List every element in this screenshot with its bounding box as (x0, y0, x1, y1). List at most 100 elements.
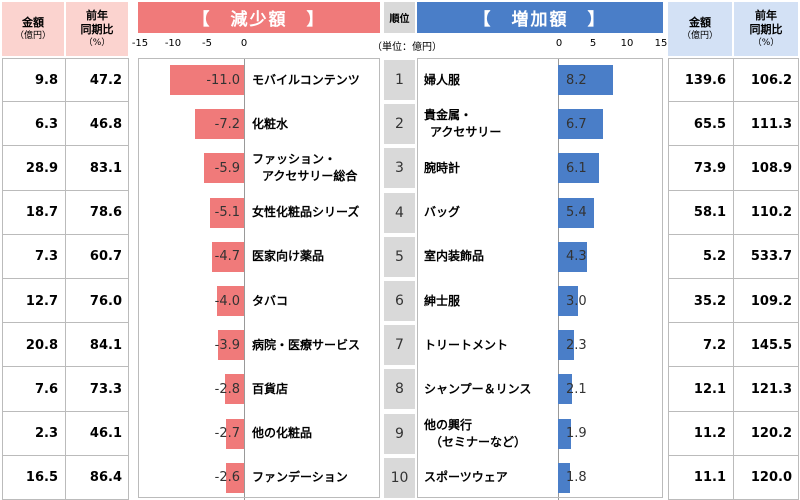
decrease-category-label: ファッション・ アクセサリー総合 (252, 146, 380, 190)
right-amount-cell: 12.1 (693, 381, 726, 397)
left-amount-cell: 18.7 (25, 205, 58, 221)
increase-category-text: 室内装飾品 (424, 248, 484, 265)
increase-category-line: バッグ (424, 205, 461, 220)
increase-value-label: 3.0 (566, 293, 587, 309)
left-tick-15: -15 (131, 38, 149, 49)
rank-cell: 6 (384, 281, 415, 321)
rank-cell: 1 (384, 60, 415, 100)
decrease-category-text: 百貨店 (252, 381, 288, 398)
left-amount-cell: 6.3 (34, 116, 58, 132)
decrease-category-line: 医家向け薬品 (252, 249, 325, 264)
decrease-category-line: 百貨店 (252, 381, 289, 396)
left-yoy-cell: 76.0 (89, 293, 122, 309)
increase-bar (558, 330, 574, 361)
increase-value-label: 2.3 (566, 337, 587, 353)
right-tick-15: 15 (654, 38, 668, 49)
left-yoy-cell: 46.8 (89, 116, 122, 132)
right-amount-cell: 65.5 (693, 116, 726, 132)
increase-category-label: 紳士服 (424, 279, 556, 323)
increase-bar (558, 65, 614, 95)
right-amount-cell: 7.2 (702, 337, 726, 353)
decrease-category-text: 病院・医療サービス (252, 337, 360, 354)
increase-category-label: スポーツウェア (424, 456, 556, 500)
decrease-category-label: 他の化粧品 (252, 412, 380, 456)
decrease-category-label: モバイルコンテンツ (252, 58, 380, 102)
decrease-category-line: ファッション・ (252, 152, 337, 167)
increase-category-text: 貴金属・アクセサリー (424, 107, 501, 141)
increase-category-line: アクセサリー (430, 125, 502, 140)
increase-category-line: （セミナーなど） (430, 434, 527, 449)
increase-category-line: 室内装飾品 (424, 249, 485, 264)
unit-label: （単位：億円） (372, 42, 442, 53)
increase-category-label: トリートメント (424, 323, 556, 367)
decrease-category-label: 百貨店 (252, 367, 380, 411)
decrease-bar (226, 462, 244, 493)
increase-value-label: 8.2 (566, 72, 587, 88)
increase-bar (558, 374, 573, 405)
increase-bar (558, 286, 579, 316)
decrease-category-line: 化粧水 (252, 116, 289, 131)
decrease-category-line: タバコ (252, 293, 289, 308)
increase-category-line: スポーツウェア (424, 470, 508, 485)
right-amount-label: 金額 (689, 16, 711, 29)
decrease-value-label: -4.0 (214, 293, 240, 309)
decrease-value-label: -4.7 (214, 249, 240, 265)
decrease-category-line: 病院・医療サービス (252, 337, 361, 352)
right-amount-cell: 139.6 (684, 72, 726, 88)
decrease-value-label: -2.6 (214, 470, 240, 486)
decrease-category-line: 他の化粧品 (252, 426, 313, 441)
left-amount-unit: （億円） (14, 31, 51, 41)
right-amount-unit: （億円） (681, 31, 718, 41)
increase-category-line: トリートメント (424, 337, 509, 352)
left-amount-cell: 2.3 (34, 426, 58, 442)
decrease-bar (204, 153, 244, 184)
increase-bar (558, 418, 571, 449)
increase-category-line: 貴金属・ (424, 108, 473, 123)
decrease-bar (225, 374, 244, 405)
increase-category-label: 婦人服 (424, 58, 556, 102)
decrease-axis-line (244, 58, 245, 500)
increase-bar (558, 462, 571, 493)
rank-cell: 10 (384, 457, 415, 498)
left-yoy-cell: 47.2 (89, 72, 122, 88)
left-amount-cell: 16.5 (25, 470, 58, 486)
left-yoy-unit: （%） (83, 38, 111, 48)
increase-category-text: シャンプー＆リンス (424, 381, 531, 398)
decrease-category-label: 化粧水 (252, 102, 380, 146)
decrease-value-label: -2.8 (214, 381, 240, 397)
right-table-border-top (668, 58, 798, 59)
left-table-border-mid (65, 58, 66, 500)
decrease-category-text: 女性化粧品シリーズ (252, 204, 359, 221)
right-tick-0: 0 (555, 38, 563, 49)
rank-cell: 9 (384, 413, 415, 454)
right-yoy-cell: 106.2 (750, 72, 792, 88)
left-tick-10: -10 (164, 38, 182, 49)
left-amount-cell: 20.8 (25, 337, 58, 353)
decrease-category-label: 医家向け薬品 (252, 235, 380, 279)
increase-category-text: 婦人服 (424, 72, 460, 89)
right-yoy-cell: 120.0 (750, 470, 792, 486)
decrease-category-text: ファンデーション (252, 469, 348, 486)
rank-cell: 3 (384, 148, 415, 189)
increase-category-label: シャンプー＆リンス (424, 367, 556, 411)
decrease-bar (217, 330, 244, 361)
decrease-category-label: 病院・医療サービス (252, 323, 380, 367)
increase-chart-frame (417, 58, 663, 498)
decrease-value-label: -5.9 (214, 160, 240, 176)
right-yoy-cell: 110.2 (750, 205, 792, 221)
right-amount-cell: 35.2 (693, 293, 726, 309)
decrease-category-label: ファンデーション (252, 456, 380, 500)
decrease-chart-frame (138, 58, 380, 498)
left-yoy-cell: 83.1 (89, 160, 122, 176)
increase-bar (558, 109, 604, 140)
right-table-border-mid (733, 58, 734, 500)
left-yoy-cell: 46.1 (89, 426, 122, 442)
increase-category-text: 他の興行 （セミナーなど） (424, 417, 526, 451)
decrease-bar (212, 241, 244, 272)
left-amount-label: 金額 (22, 16, 44, 29)
decrease-category-line: 女性化粧品シリーズ (252, 205, 360, 220)
increase-category-text: バッグ (424, 204, 460, 221)
decrease-bar (209, 197, 244, 228)
decrease-value-label: -7.2 (214, 116, 240, 132)
decrease-category-label: タバコ (252, 279, 380, 323)
